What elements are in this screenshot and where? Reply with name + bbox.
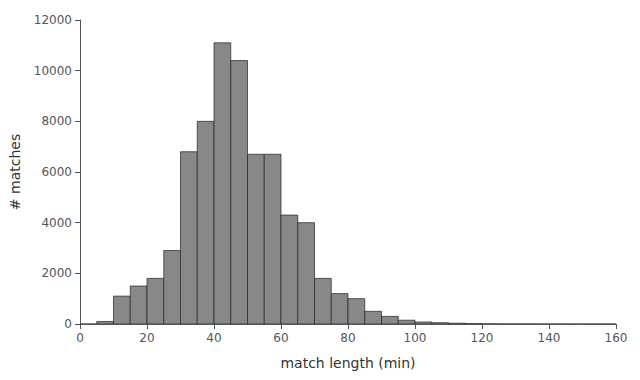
- svg-text:8000: 8000: [41, 114, 72, 128]
- svg-text:120: 120: [471, 331, 494, 345]
- svg-text:4000: 4000: [41, 216, 72, 230]
- svg-text:match length (min): match length (min): [280, 355, 415, 371]
- svg-text:0: 0: [64, 317, 72, 331]
- svg-text:# matches: # matches: [7, 134, 23, 210]
- svg-text:6000: 6000: [41, 165, 72, 179]
- svg-text:160: 160: [605, 331, 628, 345]
- svg-text:20: 20: [139, 331, 154, 345]
- svg-text:100: 100: [404, 331, 427, 345]
- svg-text:60: 60: [273, 331, 288, 345]
- svg-text:2000: 2000: [41, 266, 72, 280]
- svg-text:140: 140: [538, 331, 561, 345]
- svg-text:0: 0: [76, 331, 84, 345]
- svg-text:10000: 10000: [34, 64, 72, 78]
- svg-text:40: 40: [206, 331, 221, 345]
- svg-text:80: 80: [340, 331, 355, 345]
- svg-text:12000: 12000: [34, 13, 72, 27]
